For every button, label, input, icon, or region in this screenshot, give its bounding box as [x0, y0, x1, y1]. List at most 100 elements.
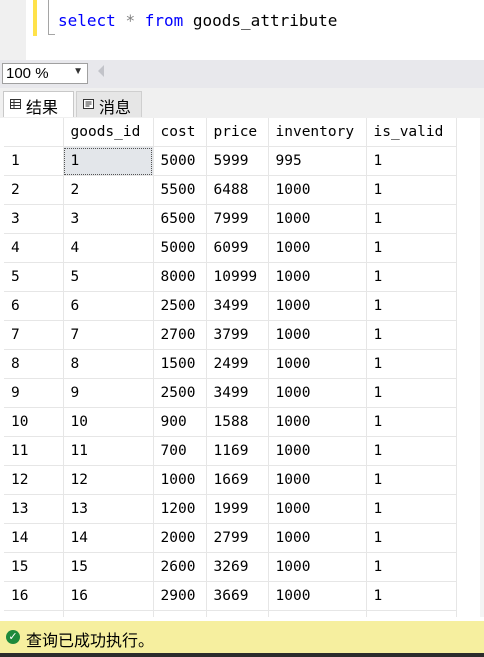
grid-cell[interactable]: 1000 — [268, 465, 367, 495]
grid-cell[interactable]: 1669 — [206, 465, 269, 495]
grid-cell[interactable]: 1000 — [268, 523, 367, 553]
table-row[interactable]: 1 1 5000 5999 995 1 — [4, 146, 457, 176]
grid-cell[interactable]: 1000 — [268, 320, 367, 350]
grid-cell[interactable]: 1 — [366, 407, 457, 437]
table-row[interactable]: 7 7 2700 3799 1000 1 — [4, 320, 457, 350]
tab-results[interactable]: 结果 — [3, 91, 74, 117]
grid-cell[interactable]: 3499 — [206, 378, 269, 408]
grid-cell[interactable]: 2000 — [153, 523, 207, 553]
grid-cell[interactable]: 5000 — [153, 146, 207, 176]
row-number[interactable]: 2 — [4, 175, 64, 205]
grid-cell[interactable]: 1 — [366, 378, 457, 408]
grid-cell[interactable]: 12 — [63, 465, 154, 495]
grid-cell[interactable]: 1000 — [268, 233, 367, 263]
grid-cell[interactable]: 1 — [366, 436, 457, 466]
grid-cell[interactable]: 5 — [63, 262, 154, 292]
grid-cell[interactable]: 1 — [366, 465, 457, 495]
grid-cell[interactable]: 1000 — [268, 349, 367, 379]
grid-cell[interactable]: 2900 — [153, 581, 207, 611]
grid-cell[interactable]: 2700 — [153, 320, 207, 350]
row-number[interactable]: 1 — [4, 146, 64, 176]
row-number[interactable]: 4 — [4, 233, 64, 263]
row-number-header[interactable] — [4, 118, 64, 147]
grid-cell[interactable]: 13 — [63, 494, 154, 524]
grid-cell[interactable]: 2499 — [206, 349, 269, 379]
column-header-inventory[interactable]: inventory — [268, 118, 367, 147]
row-number[interactable]: 6 — [4, 291, 64, 321]
grid-cell[interactable]: 1 — [366, 494, 457, 524]
vertical-scrollbar[interactable] — [480, 118, 484, 617]
grid-cell[interactable]: 1200 — [153, 494, 207, 524]
grid-cell[interactable]: 10999 — [206, 262, 269, 292]
grid-cell[interactable]: 2500 — [153, 378, 207, 408]
column-header-cost[interactable]: cost — [153, 118, 207, 147]
grid-cell[interactable]: 1 — [366, 320, 457, 350]
grid-cell[interactable]: 10 — [63, 407, 154, 437]
table-row[interactable]: 15 15 2600 3269 1000 1 — [4, 552, 457, 582]
grid-cell[interactable]: 1 — [366, 262, 457, 292]
table-row[interactable]: 3 3 6500 7999 1000 1 — [4, 204, 457, 234]
grid-cell[interactable]: 1000 — [268, 204, 367, 234]
row-number[interactable]: 10 — [4, 407, 64, 437]
query-text[interactable]: select * from goods_attribute — [58, 11, 337, 30]
grid-cell[interactable]: 1 — [366, 204, 457, 234]
grid-cell[interactable]: 1000 — [268, 552, 367, 582]
grid-cell[interactable]: 1588 — [206, 407, 269, 437]
chevron-down-icon[interactable]: ▼ — [73, 66, 83, 77]
table-row[interactable]: 13 13 1200 1999 1000 1 — [4, 494, 457, 524]
grid-cell[interactable]: 6099 — [206, 233, 269, 263]
table-row[interactable]: 2 2 5500 6488 1000 1 — [4, 175, 457, 205]
grid-cell[interactable]: 1 — [366, 523, 457, 553]
grid-cell[interactable]: 1000 — [268, 610, 367, 617]
grid-cell[interactable]: 1500 — [153, 349, 207, 379]
grid-cell[interactable]: 11 — [63, 436, 154, 466]
grid-cell[interactable]: 3269 — [206, 552, 269, 582]
table-row[interactable]: 11 11 700 1169 1000 1 — [4, 436, 457, 466]
grid-cell[interactable]: 7999 — [206, 204, 269, 234]
grid-cell[interactable]: 5500 — [153, 175, 207, 205]
grid-cell[interactable]: 1999 — [206, 494, 269, 524]
table-row[interactable]: 5 5 8000 10999 1000 1 — [4, 262, 457, 292]
grid-cell[interactable]: 17 — [63, 610, 154, 617]
row-number[interactable]: 14 — [4, 523, 64, 553]
grid-cell[interactable]: 1000 — [268, 175, 367, 205]
grid-cell[interactable]: 1000 — [268, 262, 367, 292]
grid-cell[interactable]: 2900 — [153, 610, 207, 617]
grid-cell[interactable]: 2600 — [153, 552, 207, 582]
grid-cell[interactable]: 6 — [63, 291, 154, 321]
grid-cell[interactable]: 1 — [366, 581, 457, 611]
grid-cell[interactable]: 1 — [366, 552, 457, 582]
grid-cell[interactable]: 8000 — [153, 262, 207, 292]
column-header-is-valid[interactable]: is_valid — [366, 118, 457, 147]
grid-cell[interactable]: 1169 — [206, 436, 269, 466]
grid-cell[interactable]: 6500 — [153, 204, 207, 234]
grid-cell[interactable]: 3669 — [206, 581, 269, 611]
table-row[interactable]: 9 9 2500 3499 1000 1 — [4, 378, 457, 408]
grid-cell[interactable]: 2 — [63, 175, 154, 205]
grid-cell[interactable]: 1000 — [268, 378, 367, 408]
scroll-left-icon[interactable] — [98, 65, 104, 77]
grid-cell[interactable]: 1 — [366, 233, 457, 263]
table-row[interactable]: 10 10 900 1588 1000 1 — [4, 407, 457, 437]
column-header-price[interactable]: price — [206, 118, 269, 147]
grid-cell[interactable]: 700 — [153, 436, 207, 466]
tab-messages[interactable]: 消息 — [76, 91, 142, 117]
row-number[interactable]: 13 — [4, 494, 64, 524]
table-row[interactable]: 6 6 2500 3499 1000 1 — [4, 291, 457, 321]
grid-cell[interactable]: 1000 — [268, 494, 367, 524]
grid-cell[interactable]: 1000 — [268, 291, 367, 321]
query-editor[interactable]: select * from goods_attribute — [0, 0, 484, 60]
grid-cell[interactable]: 1000 — [268, 436, 367, 466]
grid-cell[interactable]: 900 — [153, 407, 207, 437]
table-row[interactable]: 17172900366910001 — [4, 610, 457, 617]
table-row[interactable]: 14 14 2000 2799 1000 1 — [4, 523, 457, 553]
grid-cell[interactable]: 3499 — [206, 291, 269, 321]
zoom-dropdown[interactable]: 100 % ▼ — [2, 63, 88, 84]
grid-cell[interactable]: 1000 — [268, 407, 367, 437]
row-number[interactable]: 16 — [4, 581, 64, 611]
row-number[interactable]: 5 — [4, 262, 64, 292]
grid-cell[interactable]: 6488 — [206, 175, 269, 205]
table-row[interactable]: 16 16 2900 3669 1000 1 — [4, 581, 457, 611]
grid-cell[interactable]: 995 — [268, 146, 367, 176]
grid-cell[interactable]: 3799 — [206, 320, 269, 350]
